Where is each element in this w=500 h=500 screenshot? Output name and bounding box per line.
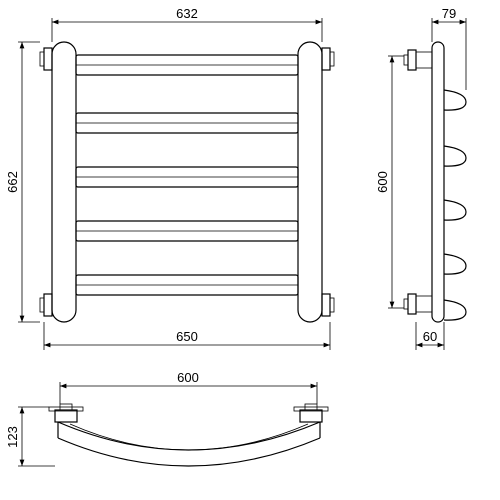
dim-top-left: 123 [5, 407, 55, 466]
front-connectors [40, 48, 334, 316]
front-view: 632 662 650 [5, 6, 334, 350]
dim-front-left: 662 [5, 42, 40, 322]
dim-label: 662 [5, 171, 20, 193]
dim-side-right: 600 [375, 56, 404, 308]
technical-drawing: 632 662 650 [0, 0, 500, 500]
dim-side-bottom: 60 [416, 322, 444, 350]
dim-label: 600 [375, 171, 390, 193]
front-bars [76, 55, 298, 295]
dim-label: 123 [5, 426, 20, 448]
dim-label: 600 [177, 370, 199, 385]
dim-front-top: 632 [52, 6, 322, 42]
dim-label: 650 [176, 329, 198, 344]
dim-label: 60 [423, 329, 437, 344]
side-bar-ends [444, 90, 466, 320]
dim-side-top: 79 [432, 6, 466, 90]
dim-label: 632 [176, 6, 198, 21]
side-view: 79 600 60 [375, 6, 466, 350]
side-connectors [404, 50, 432, 314]
dim-label: 79 [442, 6, 456, 21]
dim-front-bottom: 650 [44, 322, 330, 350]
top-view: 600 123 [5, 370, 328, 466]
dim-top-top: 600 [60, 370, 317, 404]
